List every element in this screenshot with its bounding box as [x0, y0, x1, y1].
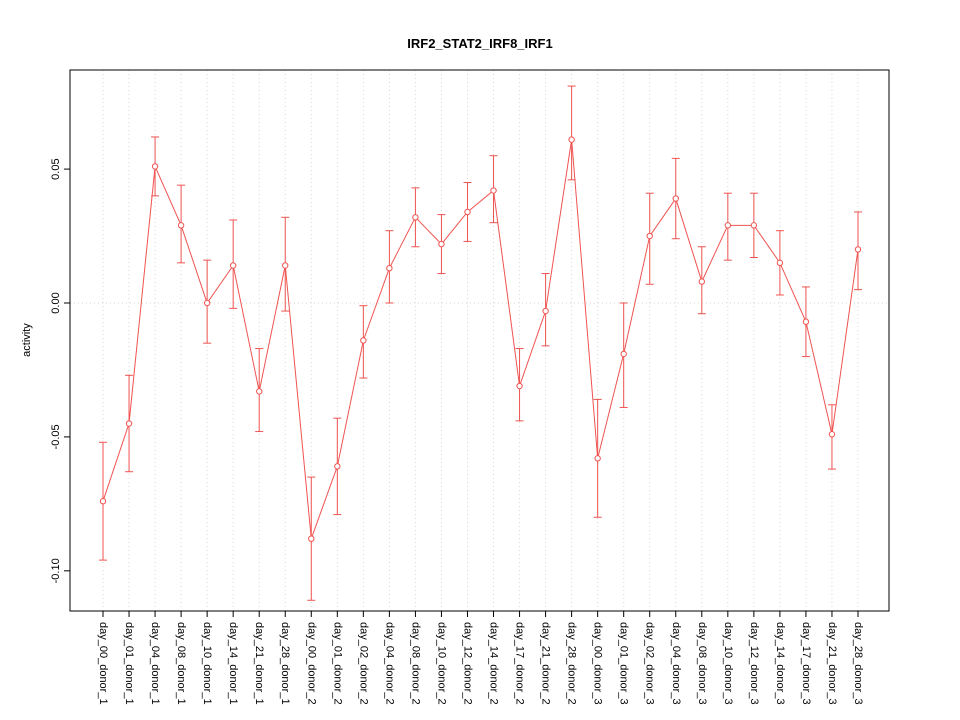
- x-tick-label: day_00_donor_2: [305, 622, 317, 705]
- data-point: [568, 136, 575, 143]
- x-tick-label: day_00_donor_1: [97, 622, 109, 705]
- x-tick-label: day_21_donor_3: [826, 622, 838, 705]
- data-point: [464, 208, 471, 216]
- data-point: [516, 382, 523, 390]
- data-point: [854, 246, 862, 253]
- data-point: [438, 240, 445, 248]
- data-point: [125, 420, 133, 427]
- x-tick-label: day_17_donor_3: [800, 622, 812, 705]
- y-tick-label: 0.05: [50, 158, 62, 179]
- x-tick-label: day_28_donor_1: [279, 622, 291, 705]
- x-tick-label: day_02_donor_3: [644, 622, 656, 705]
- x-tick-label: day_02_donor_2: [357, 622, 369, 705]
- x-tick-label: day_04_donor_2: [383, 622, 395, 705]
- data-point: [412, 214, 419, 221]
- x-tick-label: day_14_donor_2: [488, 622, 500, 705]
- data-point: [646, 232, 653, 240]
- x-tick-label: day_21_donor_1: [253, 622, 265, 705]
- x-tick-label: day_04_donor_3: [670, 622, 682, 705]
- data-point: [776, 259, 784, 267]
- data-point: [490, 187, 497, 194]
- x-tick-label: day_14_donor_3: [774, 622, 786, 705]
- x-tick-label: day_01_donor_1: [123, 622, 135, 705]
- data-point: [620, 350, 627, 358]
- x-tick-label: day_10_donor_2: [435, 622, 447, 705]
- data-point: [203, 299, 211, 307]
- plot-border: [69, 69, 890, 612]
- data-point: [724, 222, 732, 229]
- x-tick-label: day_17_donor_2: [514, 622, 526, 705]
- data-point: [828, 431, 836, 438]
- data-point: [750, 222, 758, 229]
- x-tick-label: day_00_donor_3: [592, 622, 604, 705]
- y-tick-label: -0.05: [50, 424, 62, 449]
- data-point: [672, 195, 679, 202]
- x-tick-label: day_28_donor_3: [852, 622, 864, 705]
- x-tick-label: day_04_donor_1: [149, 622, 161, 705]
- x-tick-label: day_01_donor_3: [618, 622, 630, 705]
- data-point: [256, 388, 263, 395]
- data-point: [308, 535, 315, 542]
- data-point: [698, 278, 705, 285]
- data-point: [229, 262, 237, 269]
- x-tick-label: day_10_donor_1: [201, 622, 213, 705]
- data-point: [177, 222, 185, 229]
- series-line: [102, 139, 859, 539]
- data-point: [594, 455, 601, 462]
- data-point: [360, 337, 367, 344]
- x-tick-label: day_08_donor_1: [175, 622, 187, 705]
- data-point: [334, 463, 341, 470]
- y-tick-label: -0.10: [50, 558, 62, 583]
- x-tick-label: day_12_donor_3: [748, 622, 760, 705]
- x-tick-label: day_01_donor_2: [331, 622, 343, 705]
- x-tick-label: day_12_donor_2: [461, 622, 473, 705]
- x-tick-label: day_14_donor_1: [227, 622, 239, 705]
- data-point: [151, 163, 159, 170]
- x-tick-label: day_21_donor_2: [540, 622, 552, 705]
- data-point: [282, 262, 289, 269]
- chart-title: IRF2_STAT2_IRF8_IRF1: [407, 36, 553, 51]
- x-tick-label: day_10_donor_3: [722, 622, 734, 705]
- y-tick-label: 0.00: [50, 292, 62, 313]
- x-tick-label: day_28_donor_2: [566, 622, 578, 705]
- x-tick-label: day_08_donor_2: [409, 622, 421, 705]
- x-tick-label: day_08_donor_3: [696, 622, 708, 705]
- data-point: [386, 264, 393, 272]
- data-point: [802, 318, 810, 325]
- data-point: [542, 307, 549, 315]
- data-point: [99, 497, 107, 505]
